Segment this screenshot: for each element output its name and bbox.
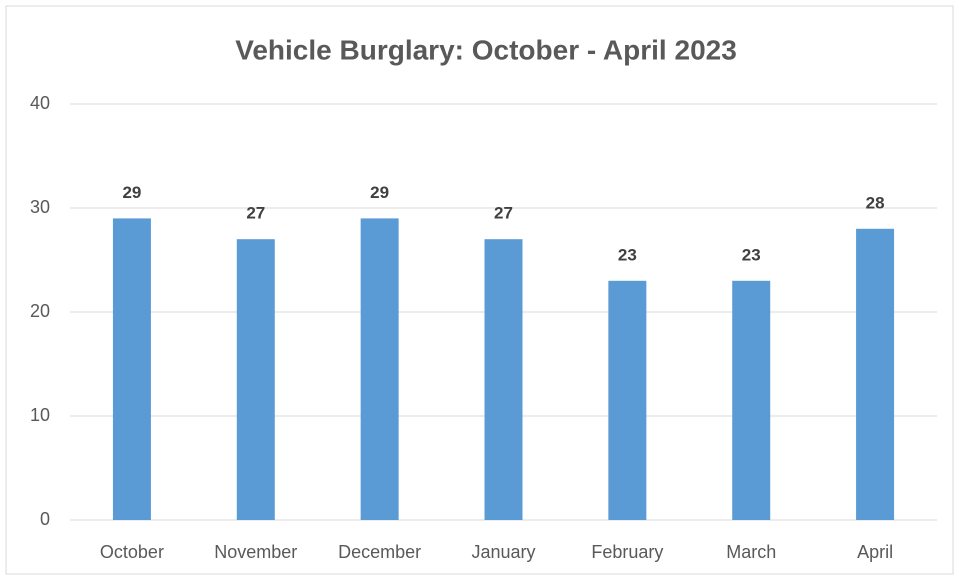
bar [484, 239, 523, 520]
bar [236, 239, 275, 520]
y-tick-label: 40 [30, 93, 50, 113]
bar [360, 218, 399, 520]
chart-title: Vehicle Burglary: October - April 2023 [235, 34, 737, 65]
data-label: 23 [742, 245, 761, 264]
data-label: 23 [618, 245, 637, 264]
y-tick-label: 0 [40, 509, 50, 529]
x-tick-label: October [100, 542, 164, 562]
data-label: 28 [866, 193, 885, 212]
y-tick-label: 20 [30, 301, 50, 321]
x-tick-label: February [591, 542, 663, 562]
bar [608, 280, 647, 520]
x-tick-label: March [726, 542, 776, 562]
x-tick-label: April [857, 542, 893, 562]
x-tick-label: November [214, 542, 297, 562]
data-label: 27 [494, 204, 513, 223]
y-tick-label: 30 [30, 197, 50, 217]
bar [732, 280, 771, 520]
x-tick-label: December [338, 542, 421, 562]
data-label: 29 [122, 183, 141, 202]
data-label: 29 [370, 183, 389, 202]
y-tick-label: 10 [30, 405, 50, 425]
bar [856, 228, 895, 521]
bar [112, 218, 151, 520]
x-tick-label: January [471, 542, 535, 562]
data-label: 27 [246, 204, 265, 223]
chart-border [5, 5, 954, 575]
